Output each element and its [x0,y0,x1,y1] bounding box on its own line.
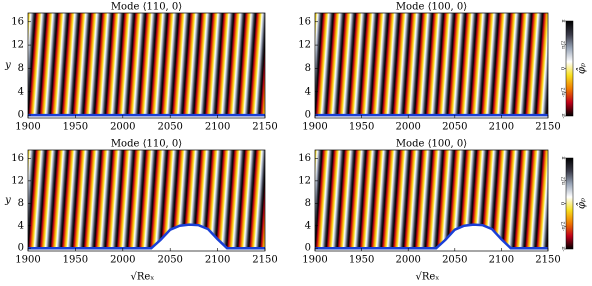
x-axis-label: √Reₓ [130,272,154,283]
y-tick-label: 12 [11,40,24,51]
x-tick-label: 2150 [535,255,560,266]
phase-field [28,150,265,251]
colorbar-label: φ̂ₚ [577,63,588,74]
wall-line [315,223,548,250]
y-tick-label: 0 [18,243,24,254]
x-tick-label: 1900 [15,122,40,133]
panel-title: Mode ⟨110, 0⟩ [111,2,182,13]
wall-solid [28,224,265,251]
colorbar [565,20,574,117]
colorbar-tick-label: -π/2 [561,221,567,231]
colorbar [565,157,574,250]
colorbar-tick-label: π/2 [561,177,567,185]
x-tick-label: 1950 [63,255,88,266]
colorbar-label: φ̂ₚ [577,198,588,209]
plot-frame [27,149,266,252]
x-tick-label: 1950 [349,255,374,266]
x-tick-label: 1900 [302,122,327,133]
y-tick-label: 8 [18,198,24,209]
x-tick-label: 2050 [442,122,467,133]
panel-title: Mode ⟨100, 0⟩ [396,2,467,13]
panel-title: Mode ⟨110, 0⟩ [111,139,182,150]
x-tick-label: 2100 [205,122,230,133]
y-tick-label: 12 [11,175,24,186]
y-tick-label: 4 [18,220,24,231]
x-tick-label: 2100 [205,255,230,266]
x-tick-label: 1900 [302,255,327,266]
phase-field [315,13,548,118]
colorbar-tick-label: -π [561,113,567,119]
y-tick-label: 0 [305,243,311,254]
x-tick-label: 2000 [110,122,135,133]
panel-title: Mode ⟨100, 0⟩ [396,139,467,150]
x-axis-label: √Reₓ [415,272,439,283]
x-tick-label: 2000 [110,255,135,266]
colorbar-tick-label: -π/2 [561,87,567,97]
y-tick-label: 12 [298,40,311,51]
phase-field [315,150,548,251]
colorbar-tick-label: π/2 [561,41,567,49]
x-tick-label: 2000 [395,122,420,133]
y-tick-label: 16 [11,16,24,27]
y-tick-label: 4 [305,86,311,97]
x-tick-label: 2150 [535,122,560,133]
x-tick-label: 2150 [252,255,277,266]
x-tick-label: 2100 [489,255,514,266]
phase-field [28,13,265,118]
plot-frame [314,149,549,252]
x-tick-label: 2000 [395,255,420,266]
y-tick-label: 4 [18,86,24,97]
wall-solid [315,224,548,251]
x-tick-label: 1950 [63,122,88,133]
y-tick-label: 16 [11,153,24,164]
y-tick-label: 8 [305,63,311,74]
x-tick-label: 2050 [157,255,182,266]
colorbar-tick-label: π [561,19,567,23]
plot-frame [27,12,266,119]
x-tick-label: 2150 [252,122,277,133]
x-tick-label: 1950 [349,122,374,133]
wall-line [28,223,265,250]
x-tick-label: 2050 [442,255,467,266]
x-tick-label: 1900 [15,255,40,266]
plot-frame [314,12,549,119]
x-tick-label: 2050 [157,122,182,133]
y-tick-label: 0 [305,110,311,121]
x-tick-label: 2100 [489,122,514,133]
y-axis-label: y [4,60,11,71]
y-axis-label: y [4,195,11,206]
y-tick-label: 8 [18,63,24,74]
colorbar-tick-label: 0 [561,202,567,205]
y-tick-label: 12 [298,175,311,186]
colorbar-tick-label: 0 [561,67,567,70]
y-tick-label: 16 [298,153,311,164]
y-tick-label: 0 [18,110,24,121]
colorbar-tick-label: π [561,156,567,160]
colorbar-tick-label: -π [561,246,567,252]
y-tick-label: 8 [305,198,311,209]
y-tick-label: 4 [305,220,311,231]
y-tick-label: 16 [298,16,311,27]
